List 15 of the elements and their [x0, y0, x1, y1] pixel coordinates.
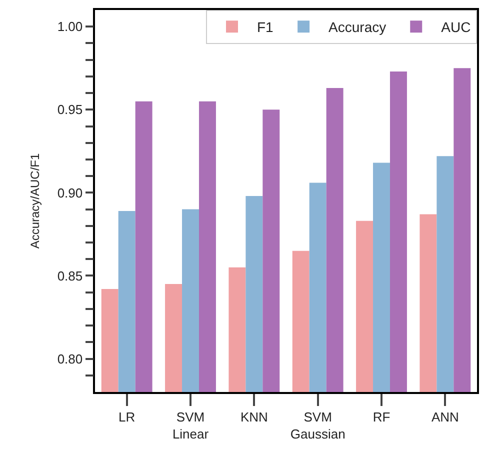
- y-axis-title: Accuracy/AUC/F1: [28, 153, 42, 249]
- legend-label: Accuracy: [328, 19, 386, 36]
- y-tick-label: 0.85: [57, 268, 83, 284]
- x-tick-label: SVM Linear: [172, 409, 210, 442]
- y-tick-label: 0.90: [57, 185, 83, 200]
- legend-label: F1: [257, 19, 274, 36]
- x-tick-label: ANN: [431, 409, 459, 424]
- legend-label: AUC: [441, 19, 471, 36]
- x-tick-label: LR: [118, 409, 136, 424]
- x-tick-label: KNN: [240, 409, 268, 424]
- y-tick-label: 0.95: [57, 102, 83, 118]
- y-tick-label: 0.80: [57, 351, 83, 366]
- y-tick-label: 1.00: [57, 19, 83, 34]
- x-tick-label: RF: [372, 409, 390, 424]
- x-tick-label: SVM Gaussian: [290, 409, 346, 442]
